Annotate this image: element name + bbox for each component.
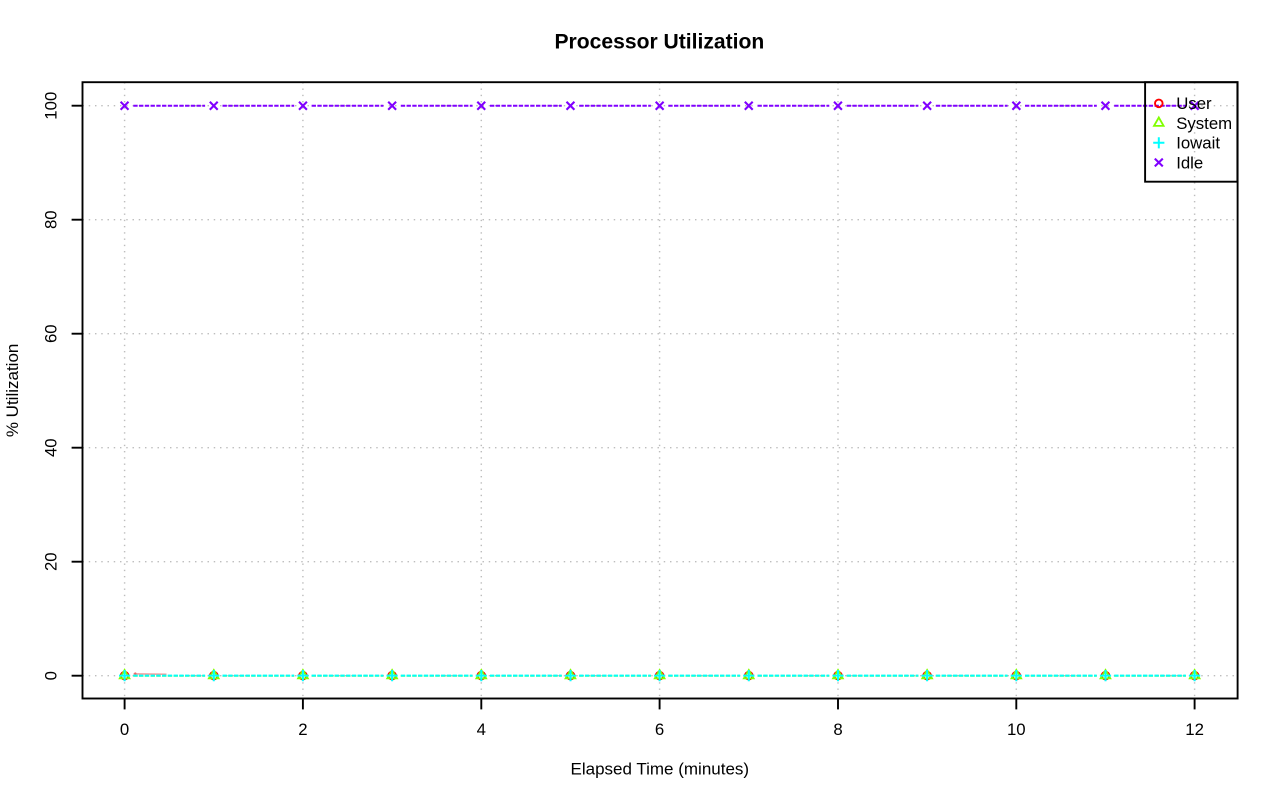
svg-text:0: 0: [41, 671, 60, 680]
svg-text:0: 0: [120, 720, 129, 739]
svg-text:System: System: [1176, 114, 1232, 133]
svg-text:6: 6: [655, 720, 664, 739]
svg-text:40: 40: [41, 438, 60, 457]
svg-text:User: User: [1176, 94, 1212, 113]
svg-text:20: 20: [41, 552, 60, 571]
svg-text:8: 8: [833, 720, 842, 739]
svg-text:100: 100: [41, 92, 60, 120]
svg-text:4: 4: [477, 720, 486, 739]
svg-text:12: 12: [1185, 720, 1204, 739]
svg-text:Iowait: Iowait: [1176, 134, 1220, 153]
svg-text:Processor Utilization: Processor Utilization: [554, 31, 764, 54]
svg-text:80: 80: [41, 210, 60, 229]
svg-text:Elapsed Time (minutes): Elapsed Time (minutes): [571, 759, 750, 778]
svg-text:Idle: Idle: [1176, 153, 1203, 172]
svg-text:% Utilization: % Utilization: [3, 344, 22, 438]
svg-text:60: 60: [41, 324, 60, 343]
svg-text:2: 2: [298, 720, 307, 739]
svg-text:10: 10: [1007, 720, 1026, 739]
